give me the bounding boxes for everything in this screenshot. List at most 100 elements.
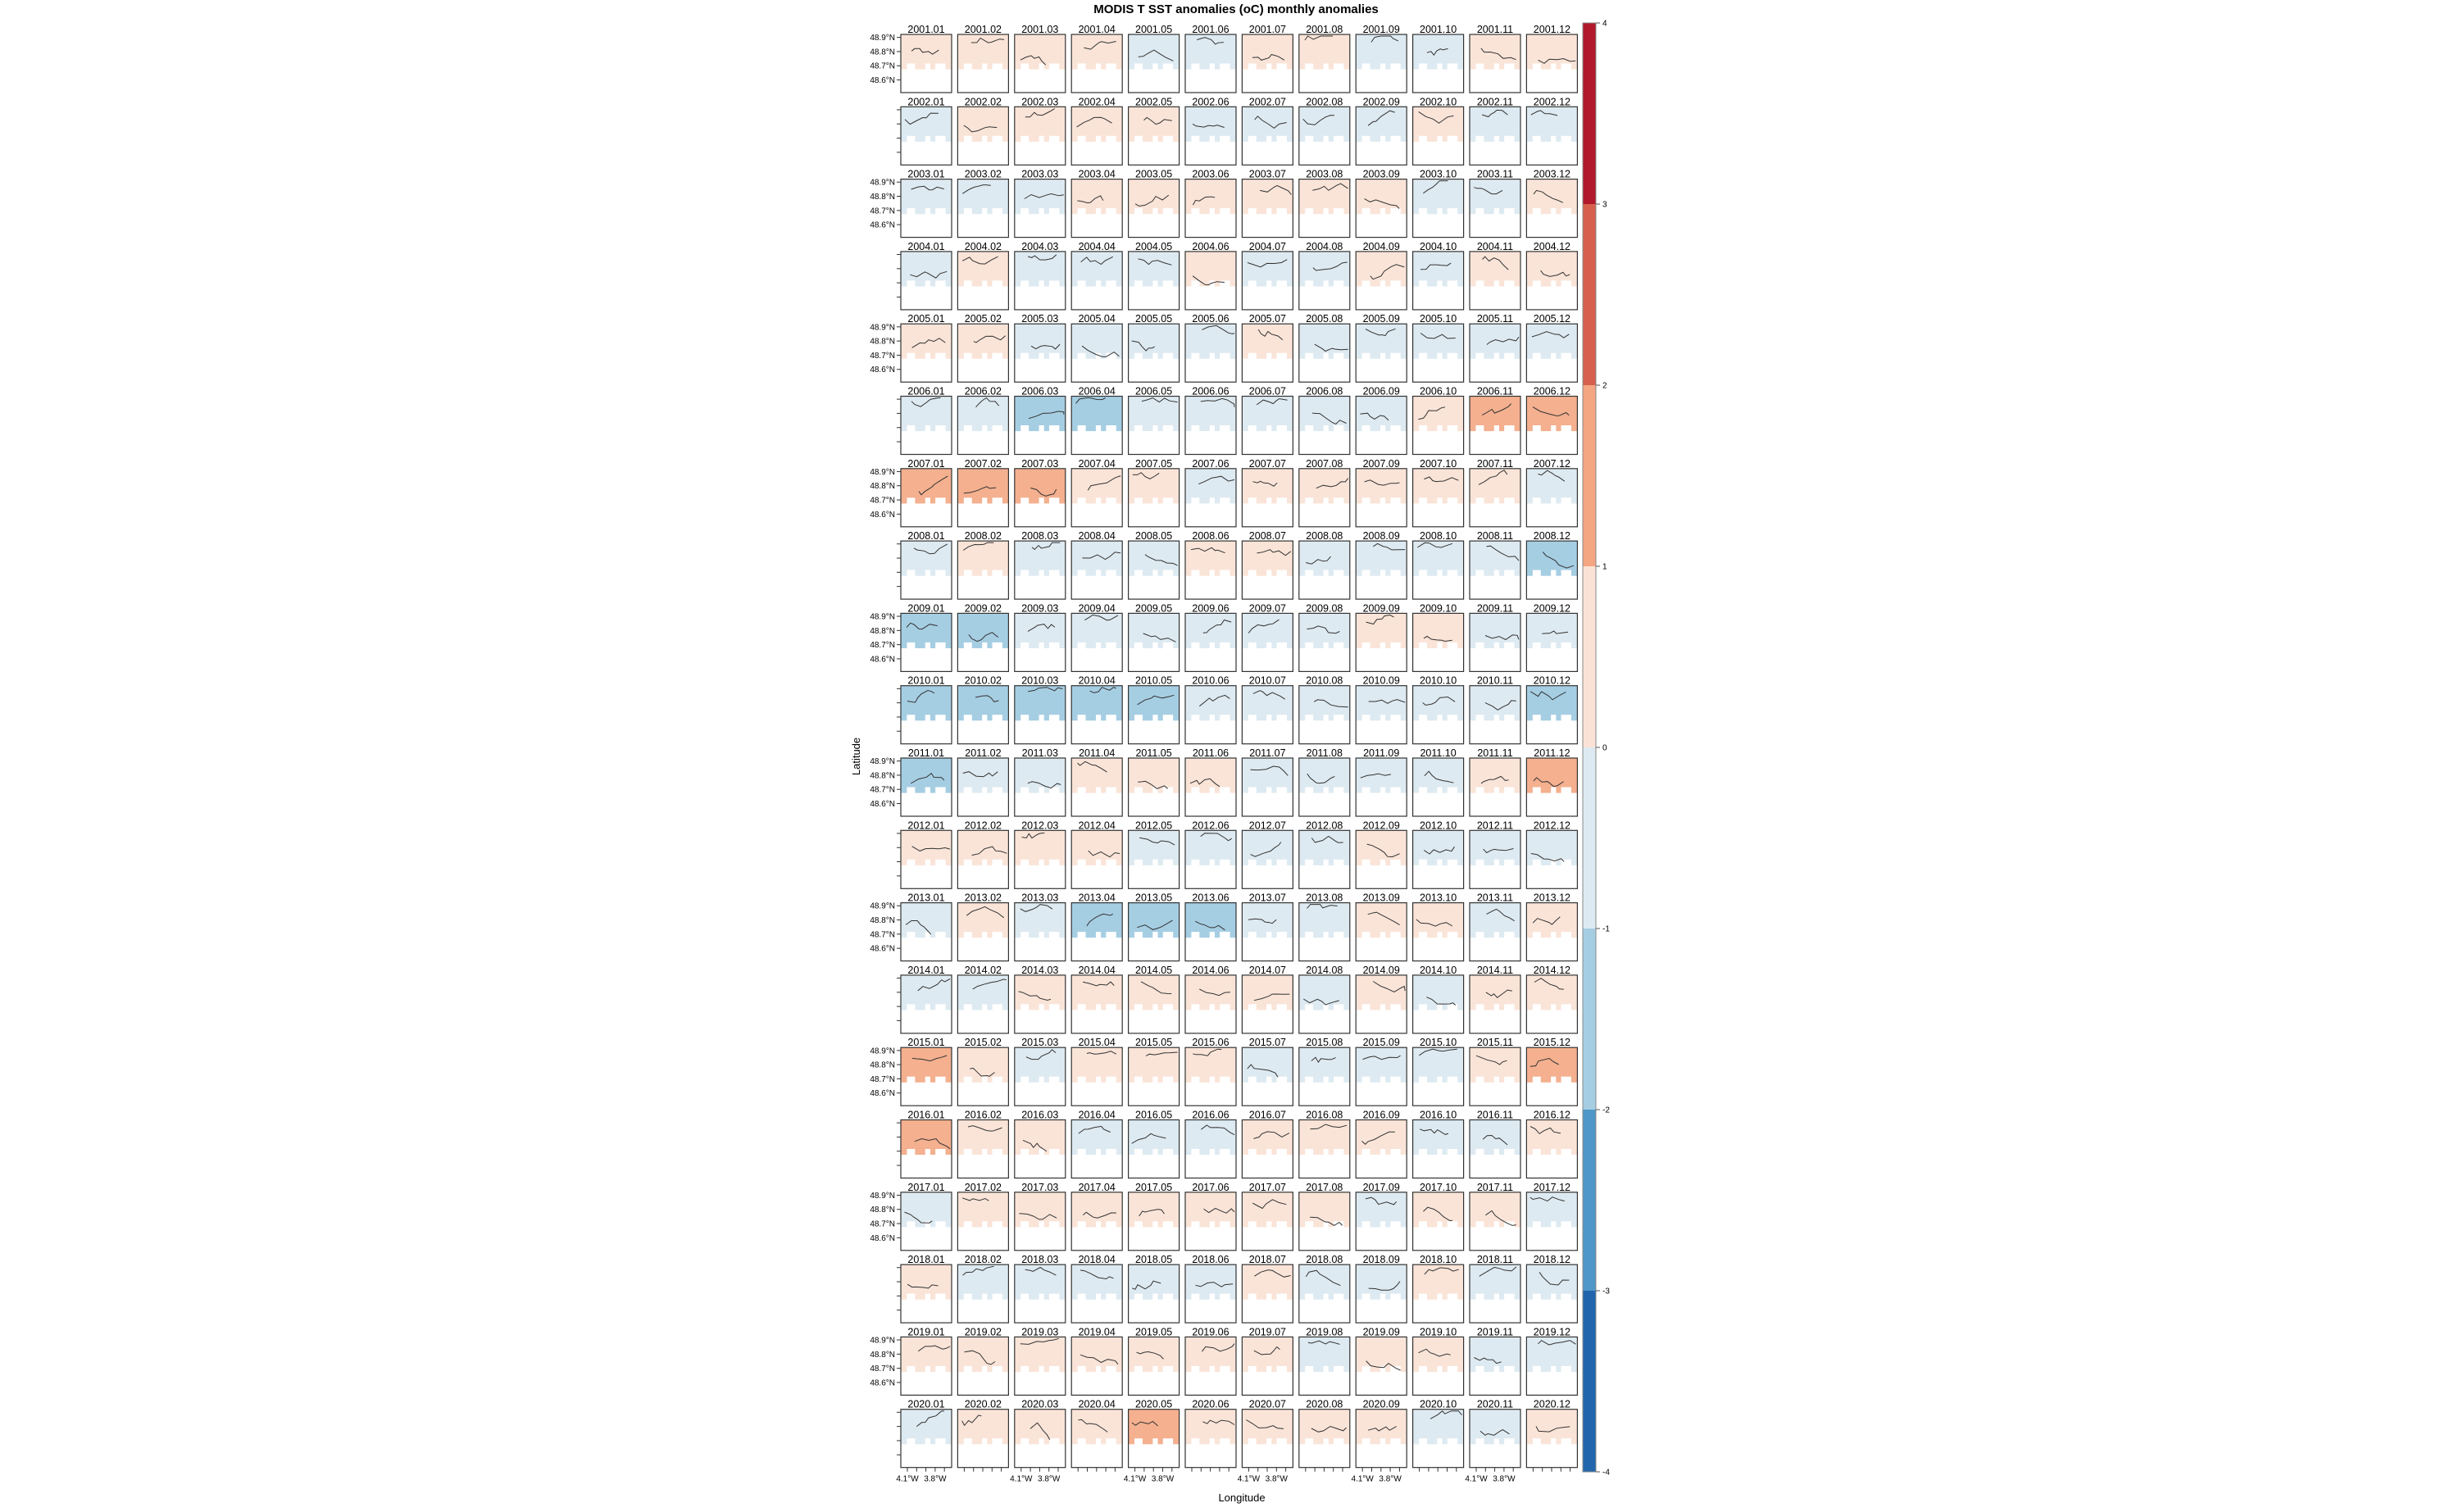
y-tick-label: 48.6°N: [870, 655, 895, 664]
panel: 2015.09: [1355, 1037, 1407, 1106]
land-mask: [1361, 1293, 1370, 1301]
panel-label: 2018.10: [1420, 1254, 1457, 1265]
panel-label: 2017.05: [1135, 1182, 1172, 1193]
panel-frame: [1184, 1264, 1237, 1324]
panel: 2004.03: [1014, 241, 1066, 311]
contour-line: [1420, 333, 1456, 339]
land-mask: [1248, 497, 1257, 504]
contour-line: [1256, 397, 1288, 406]
panel-frame: [1184, 685, 1237, 745]
land-mask: [1305, 1438, 1314, 1445]
contour-line: [1481, 109, 1508, 118]
land-mask: [1191, 1004, 1200, 1010]
contour-line: [1372, 981, 1406, 992]
land-mask: [1333, 1365, 1344, 1373]
land-mask: [1561, 1221, 1571, 1228]
land-mask: [1532, 1004, 1541, 1010]
panel-label: 2011.12: [1534, 747, 1570, 759]
land-mask: [963, 280, 972, 287]
contour-line: [1367, 1426, 1397, 1432]
panel-frame: [900, 1264, 952, 1324]
contour-line: [1362, 1055, 1401, 1060]
panel: 2014.03: [1014, 965, 1066, 1034]
land-mask: [1039, 208, 1044, 215]
land-mask: [1333, 642, 1344, 649]
land-mask: [1475, 715, 1484, 721]
land-mask: [1134, 932, 1143, 938]
land-mask: [1475, 497, 1484, 504]
land-mask: [925, 1365, 930, 1373]
contour-line: [1307, 1340, 1340, 1345]
panel-label: 2003.11: [1477, 169, 1513, 180]
panel: 2010.03: [1014, 675, 1066, 745]
panel-frame: [1184, 323, 1237, 383]
contour-line: [1252, 53, 1285, 61]
panel-frame: [900, 829, 952, 889]
panel: 2013.10: [1411, 892, 1465, 962]
contour-line: [1139, 837, 1175, 846]
land-mask: [982, 1076, 988, 1083]
land-mask: [1361, 715, 1370, 721]
panel-label: 2016.06: [1192, 1110, 1229, 1121]
land-mask: [1152, 570, 1158, 577]
panel: 2019.02: [957, 1326, 1010, 1396]
contour-line: [962, 771, 998, 778]
land-mask: [1266, 787, 1272, 794]
land-mask: [1437, 1221, 1443, 1228]
y-tick-label: 48.8°N: [870, 1351, 895, 1360]
panel-frame: [1014, 829, 1066, 889]
contour-line: [917, 978, 951, 992]
land-mask: [1077, 1004, 1086, 1010]
land-mask: [1077, 787, 1086, 794]
colorbar-segment: [1583, 204, 1596, 386]
land-mask: [907, 352, 916, 360]
contour-line: [1529, 691, 1566, 701]
panel-label: 2014.01: [907, 965, 944, 976]
panel-frame: [900, 34, 952, 93]
panel: 2010.09: [1355, 675, 1407, 745]
land-mask: [1419, 1149, 1427, 1156]
y-tick-label: 48.7°N: [870, 930, 895, 939]
panel: 2016.11: [1469, 1110, 1521, 1179]
land-mask: [1493, 1076, 1499, 1083]
land-mask: [1220, 715, 1230, 721]
land-mask: [1361, 787, 1370, 794]
land-mask: [1106, 497, 1116, 504]
panel-label: 2002.06: [1192, 96, 1229, 107]
land-mask: [992, 1221, 1002, 1228]
panel: 2003.11: [1469, 169, 1521, 238]
panel-frame: [1411, 1336, 1465, 1396]
land-mask: [1020, 1221, 1030, 1228]
land-mask: [982, 642, 988, 649]
land-mask: [1134, 1149, 1143, 1156]
panel-label: 2003.04: [1079, 169, 1116, 180]
panel-label: 2009.11: [1477, 602, 1513, 614]
land-mask: [1266, 1149, 1272, 1156]
land-mask: [963, 715, 972, 721]
panel: 2014.02: [957, 965, 1010, 1034]
y-tick-label: 48.8°N: [870, 193, 895, 202]
land-mask: [1248, 425, 1257, 432]
land-mask: [992, 425, 1002, 432]
land-mask: [1220, 1076, 1230, 1083]
panel: 2011.08: [1298, 747, 1351, 817]
panel-frame: [1127, 106, 1180, 166]
land-mask: [1551, 1365, 1557, 1373]
panel-label: 2005.06: [1192, 313, 1229, 325]
panel: 2011.10: [1411, 747, 1465, 817]
land-mask: [1379, 280, 1386, 287]
contour-line: [1250, 842, 1282, 857]
contour-line: [1087, 475, 1121, 491]
panel: 2018.12: [1525, 1254, 1579, 1324]
panel-frame: [1525, 1047, 1579, 1106]
land-mask: [907, 1365, 916, 1373]
land-mask: [1447, 1004, 1458, 1010]
land-mask: [1561, 497, 1571, 504]
y-axis-label: Latitude: [850, 738, 862, 775]
panel-frame: [1298, 1119, 1351, 1179]
panel: 2015.05: [1127, 1037, 1180, 1106]
y-tick-label: 48.6°N: [870, 1234, 895, 1243]
land-mask: [992, 932, 1002, 938]
panel-frame: [1184, 395, 1237, 456]
panel-label: 2008.11: [1477, 530, 1513, 542]
